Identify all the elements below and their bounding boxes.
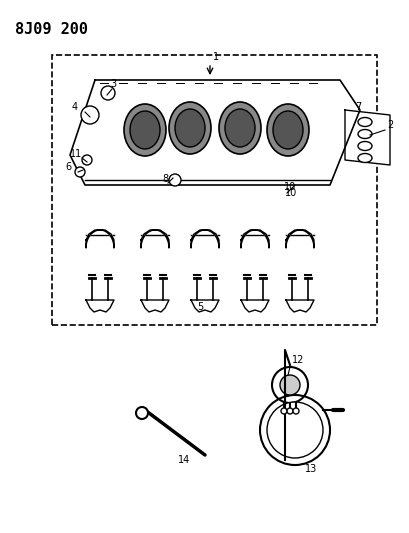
- Text: 8: 8: [162, 174, 168, 184]
- Circle shape: [81, 106, 99, 124]
- Text: 11: 11: [70, 149, 82, 159]
- Polygon shape: [191, 230, 218, 248]
- Ellipse shape: [357, 117, 371, 126]
- Text: 3: 3: [110, 79, 116, 89]
- Circle shape: [101, 86, 115, 100]
- Circle shape: [280, 408, 286, 414]
- Text: 4: 4: [72, 102, 78, 112]
- Text: 13: 13: [304, 464, 317, 474]
- Text: 7: 7: [354, 102, 360, 112]
- Circle shape: [266, 402, 322, 458]
- Ellipse shape: [124, 104, 166, 156]
- Polygon shape: [86, 230, 114, 248]
- Ellipse shape: [272, 111, 302, 149]
- Polygon shape: [70, 80, 359, 185]
- Circle shape: [136, 407, 148, 419]
- Text: 10: 10: [283, 182, 295, 192]
- Polygon shape: [285, 300, 313, 312]
- Ellipse shape: [357, 154, 371, 163]
- Text: 10: 10: [284, 188, 297, 198]
- Circle shape: [82, 155, 92, 165]
- Circle shape: [169, 174, 180, 186]
- Polygon shape: [141, 300, 169, 312]
- Text: 14: 14: [178, 455, 190, 465]
- Circle shape: [292, 408, 298, 414]
- Polygon shape: [86, 300, 114, 312]
- Ellipse shape: [357, 141, 371, 150]
- Polygon shape: [141, 230, 169, 248]
- Ellipse shape: [169, 102, 211, 154]
- Polygon shape: [285, 230, 313, 248]
- Text: 5: 5: [196, 302, 202, 312]
- Ellipse shape: [225, 109, 254, 147]
- Ellipse shape: [357, 130, 371, 139]
- Circle shape: [271, 367, 307, 403]
- Ellipse shape: [130, 111, 160, 149]
- Polygon shape: [240, 230, 268, 248]
- Text: 2: 2: [386, 120, 392, 130]
- Polygon shape: [191, 300, 218, 312]
- Polygon shape: [344, 110, 389, 165]
- Circle shape: [279, 375, 299, 395]
- Ellipse shape: [175, 109, 204, 147]
- Circle shape: [75, 167, 85, 177]
- Ellipse shape: [218, 102, 261, 154]
- Ellipse shape: [266, 104, 308, 156]
- Text: 8J09 200: 8J09 200: [15, 22, 88, 37]
- Circle shape: [286, 408, 292, 414]
- Text: 6: 6: [65, 162, 71, 172]
- Text: 1: 1: [213, 52, 218, 62]
- Text: 12: 12: [291, 355, 303, 365]
- Polygon shape: [240, 300, 268, 312]
